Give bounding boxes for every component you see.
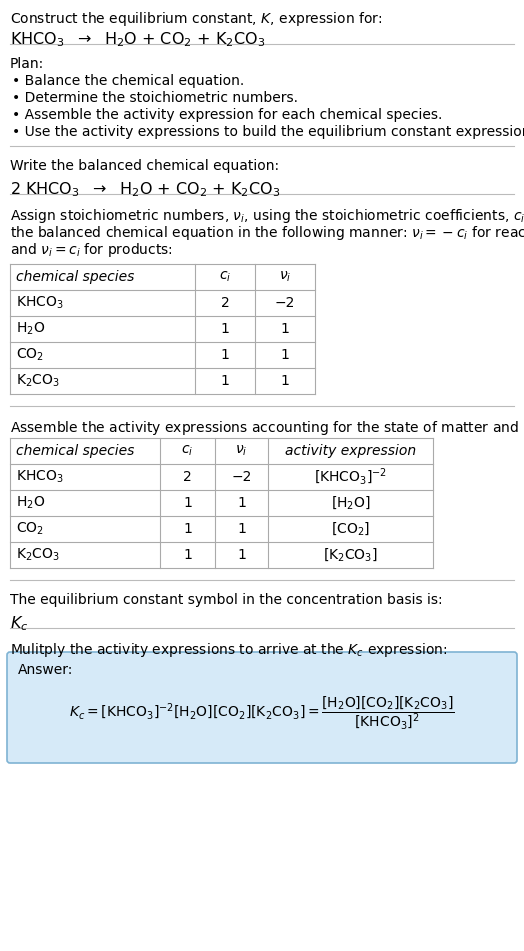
Text: [H$_2$O]: [H$_2$O] xyxy=(331,495,370,512)
Text: 2: 2 xyxy=(221,296,230,310)
Text: CO$_2$: CO$_2$ xyxy=(16,347,44,363)
Text: K$_2$CO$_3$: K$_2$CO$_3$ xyxy=(16,547,60,563)
Text: Answer:: Answer: xyxy=(18,663,73,677)
Text: H$_2$O: H$_2$O xyxy=(16,320,45,338)
Text: Assemble the activity expressions accounting for the state of matter and $\nu_i$: Assemble the activity expressions accoun… xyxy=(10,419,524,437)
Text: chemical species: chemical species xyxy=(16,444,134,458)
Text: 1: 1 xyxy=(221,348,230,362)
Text: activity expression: activity expression xyxy=(285,444,416,458)
Text: 2: 2 xyxy=(183,470,192,484)
Text: H$_2$O: H$_2$O xyxy=(16,495,45,512)
Text: 1: 1 xyxy=(280,348,289,362)
Text: Mulitply the activity expressions to arrive at the $K_c$ expression:: Mulitply the activity expressions to arr… xyxy=(10,641,447,659)
Text: K$_2$CO$_3$: K$_2$CO$_3$ xyxy=(16,373,60,389)
Text: and $\nu_i = c_i$ for products:: and $\nu_i = c_i$ for products: xyxy=(10,241,173,259)
Text: 1: 1 xyxy=(237,496,246,510)
Text: The equilibrium constant symbol in the concentration basis is:: The equilibrium constant symbol in the c… xyxy=(10,593,443,607)
Text: • Assemble the activity expression for each chemical species.: • Assemble the activity expression for e… xyxy=(12,108,442,122)
Text: 1: 1 xyxy=(221,322,230,336)
Text: KHCO$_3$: KHCO$_3$ xyxy=(16,295,63,311)
Text: [K$_2$CO$_3$]: [K$_2$CO$_3$] xyxy=(323,547,378,563)
Text: [KHCO$_3$]$^{-2}$: [KHCO$_3$]$^{-2}$ xyxy=(314,467,387,487)
Text: −2: −2 xyxy=(231,470,252,484)
Text: $\nu_i$: $\nu_i$ xyxy=(235,444,248,458)
Text: 1: 1 xyxy=(183,522,192,536)
Text: 1: 1 xyxy=(221,374,230,388)
Text: 1: 1 xyxy=(237,522,246,536)
Text: $K_c$: $K_c$ xyxy=(10,614,28,632)
Text: Assign stoichiometric numbers, $\nu_i$, using the stoichiometric coefficients, $: Assign stoichiometric numbers, $\nu_i$, … xyxy=(10,207,524,225)
Text: the balanced chemical equation in the following manner: $\nu_i = -c_i$ for react: the balanced chemical equation in the fo… xyxy=(10,224,524,242)
Text: 2 KHCO$_3$  $\rightarrow$  H$_2$O + CO$_2$ + K$_2$CO$_3$: 2 KHCO$_3$ $\rightarrow$ H$_2$O + CO$_2$… xyxy=(10,180,280,199)
Text: $c_i$: $c_i$ xyxy=(181,444,194,458)
Text: • Use the activity expressions to build the equilibrium constant expression.: • Use the activity expressions to build … xyxy=(12,125,524,139)
Text: chemical species: chemical species xyxy=(16,270,134,284)
Text: Write the balanced chemical equation:: Write the balanced chemical equation: xyxy=(10,159,279,173)
Text: 1: 1 xyxy=(280,322,289,336)
Text: KHCO$_3$: KHCO$_3$ xyxy=(16,469,63,485)
Text: CO$_2$: CO$_2$ xyxy=(16,521,44,537)
Text: Plan:: Plan: xyxy=(10,57,44,71)
Text: 1: 1 xyxy=(280,374,289,388)
Text: • Determine the stoichiometric numbers.: • Determine the stoichiometric numbers. xyxy=(12,91,298,105)
Text: $K_c = [\mathrm{KHCO_3}]^{-2}[\mathrm{H_2O}][\mathrm{CO_2}][\mathrm{K_2CO_3}] = : $K_c = [\mathrm{KHCO_3}]^{-2}[\mathrm{H_… xyxy=(69,694,455,731)
FancyBboxPatch shape xyxy=(7,652,517,763)
Text: 1: 1 xyxy=(183,496,192,510)
Text: • Balance the chemical equation.: • Balance the chemical equation. xyxy=(12,74,244,88)
Text: $c_i$: $c_i$ xyxy=(219,270,231,284)
Text: [CO$_2$]: [CO$_2$] xyxy=(331,520,370,537)
Text: Construct the equilibrium constant, $K$, expression for:: Construct the equilibrium constant, $K$,… xyxy=(10,10,383,28)
Text: $\nu_i$: $\nu_i$ xyxy=(279,270,291,284)
Text: KHCO$_3$  $\rightarrow$  H$_2$O + CO$_2$ + K$_2$CO$_3$: KHCO$_3$ $\rightarrow$ H$_2$O + CO$_2$ +… xyxy=(10,30,265,49)
Text: 1: 1 xyxy=(237,548,246,562)
Text: −2: −2 xyxy=(275,296,295,310)
Text: 1: 1 xyxy=(183,548,192,562)
